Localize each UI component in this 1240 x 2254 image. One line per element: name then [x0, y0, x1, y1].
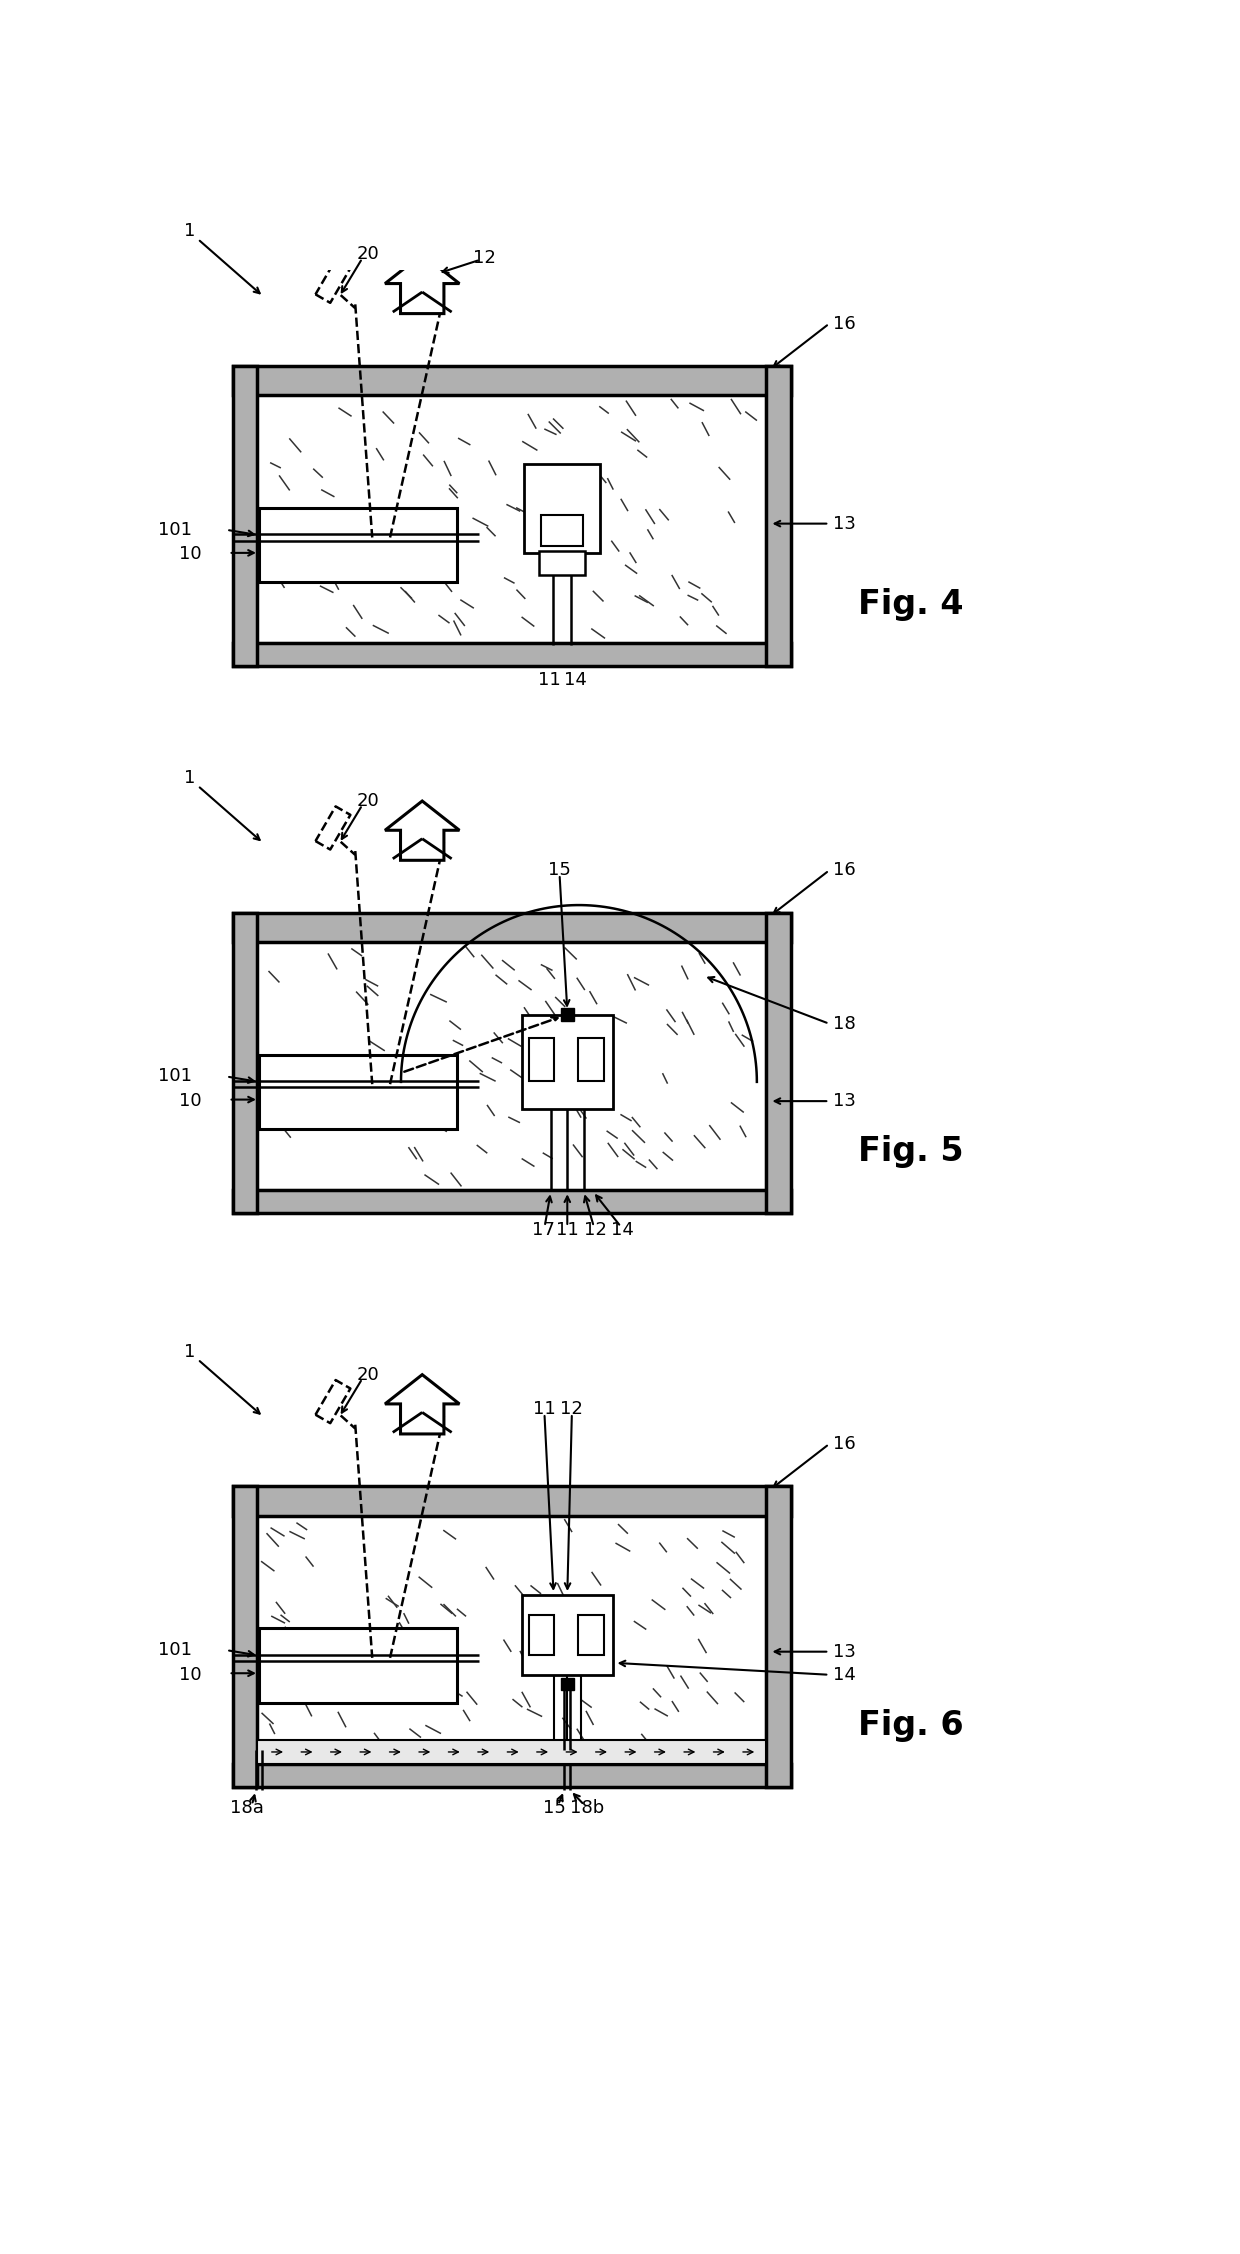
Bar	[233, 913, 791, 942]
Bar	[258, 1515, 766, 1763]
Bar	[259, 1627, 458, 1702]
Text: 20: 20	[356, 246, 379, 264]
Bar	[766, 1485, 791, 1787]
Bar	[233, 1190, 791, 1213]
Polygon shape	[384, 1375, 459, 1434]
Text: 13: 13	[833, 1643, 856, 1661]
Text: 16: 16	[833, 1436, 856, 1454]
Text: 10: 10	[179, 545, 201, 564]
Text: 17: 17	[532, 1222, 554, 1240]
Text: 16: 16	[833, 861, 856, 879]
Text: Fig. 6: Fig. 6	[858, 1709, 963, 1742]
Text: 12: 12	[472, 250, 496, 268]
Bar	[259, 1055, 458, 1129]
Text: 12: 12	[560, 1400, 583, 1418]
Bar	[529, 1039, 554, 1080]
Text: 11: 11	[556, 1222, 579, 1240]
Text: 14: 14	[564, 672, 587, 690]
Bar	[766, 913, 791, 1213]
Text: 20: 20	[356, 1366, 379, 1384]
Text: 20: 20	[356, 791, 379, 809]
Bar	[233, 1485, 258, 1787]
Bar	[233, 365, 791, 394]
Text: 14: 14	[833, 1666, 856, 1684]
Bar	[541, 514, 583, 545]
Text: 18b: 18b	[570, 1799, 605, 1817]
Bar	[259, 507, 458, 582]
Text: 18: 18	[833, 1014, 856, 1032]
Text: 11: 11	[538, 672, 560, 690]
Text: 16: 16	[833, 316, 856, 334]
Text: 101: 101	[159, 521, 192, 539]
Bar	[233, 642, 791, 667]
Bar	[560, 1677, 573, 1690]
Text: Fig. 5: Fig. 5	[858, 1134, 963, 1168]
Bar	[258, 1740, 766, 1763]
Bar	[523, 464, 600, 552]
Text: 101: 101	[159, 1068, 192, 1086]
Text: 1: 1	[185, 769, 196, 787]
Polygon shape	[384, 255, 459, 313]
Polygon shape	[384, 800, 459, 861]
Text: 1: 1	[185, 223, 196, 241]
Bar	[578, 1039, 604, 1080]
Text: 101: 101	[159, 1641, 192, 1659]
Text: 10: 10	[179, 1093, 201, 1111]
Text: 11: 11	[533, 1400, 556, 1418]
Bar	[560, 1008, 573, 1021]
Bar	[522, 1014, 613, 1109]
Text: 12: 12	[584, 1222, 606, 1240]
Text: 18a: 18a	[229, 1799, 263, 1817]
Text: 10: 10	[179, 1666, 201, 1684]
Bar	[233, 365, 258, 667]
Bar	[233, 1485, 791, 1515]
Text: Fig. 4: Fig. 4	[858, 588, 963, 622]
Bar	[258, 394, 766, 642]
Bar	[522, 1596, 613, 1675]
Text: 1: 1	[185, 1343, 196, 1361]
Text: 13: 13	[833, 1093, 856, 1111]
Bar	[233, 913, 258, 1213]
Bar	[529, 1616, 554, 1654]
Bar	[258, 942, 766, 1190]
Bar	[578, 1616, 604, 1654]
Text: 15: 15	[548, 861, 570, 879]
Text: 15: 15	[543, 1799, 567, 1817]
Bar	[233, 1763, 791, 1787]
Text: 13: 13	[833, 514, 856, 532]
Bar	[766, 365, 791, 667]
Bar	[539, 550, 584, 575]
Text: 14: 14	[611, 1222, 634, 1240]
